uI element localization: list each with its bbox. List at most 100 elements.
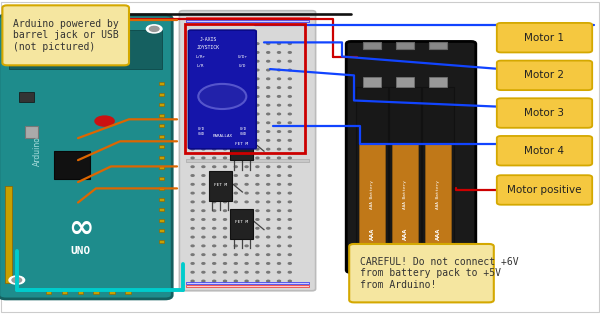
Circle shape xyxy=(277,263,281,264)
Circle shape xyxy=(191,96,194,97)
Circle shape xyxy=(277,245,281,247)
Circle shape xyxy=(245,149,248,150)
Bar xyxy=(159,208,164,211)
Circle shape xyxy=(256,192,259,194)
Circle shape xyxy=(266,60,270,62)
Circle shape xyxy=(266,192,270,194)
Circle shape xyxy=(191,245,194,247)
Bar xyxy=(159,145,164,148)
Circle shape xyxy=(277,201,281,203)
Circle shape xyxy=(9,276,25,284)
Circle shape xyxy=(223,149,227,150)
Circle shape xyxy=(191,192,194,194)
Circle shape xyxy=(191,51,194,53)
Circle shape xyxy=(223,245,227,247)
Circle shape xyxy=(277,96,281,97)
Circle shape xyxy=(223,87,227,89)
Circle shape xyxy=(191,263,194,264)
Circle shape xyxy=(256,113,259,115)
Circle shape xyxy=(277,104,281,106)
Circle shape xyxy=(266,43,270,45)
Text: J-AXIS: J-AXIS xyxy=(200,37,217,42)
Circle shape xyxy=(234,254,238,256)
Circle shape xyxy=(202,271,205,273)
Circle shape xyxy=(212,219,216,220)
Circle shape xyxy=(212,157,216,159)
Circle shape xyxy=(266,51,270,53)
Circle shape xyxy=(256,210,259,212)
Circle shape xyxy=(256,280,259,282)
Circle shape xyxy=(212,87,216,89)
Bar xyxy=(422,87,454,261)
Bar xyxy=(395,77,415,87)
Text: U/D
GND: U/D GND xyxy=(198,127,205,136)
Circle shape xyxy=(191,131,194,132)
Text: L/R: L/R xyxy=(197,64,204,68)
Circle shape xyxy=(289,245,292,247)
Circle shape xyxy=(223,78,227,79)
Bar xyxy=(77,290,83,294)
Bar xyxy=(159,124,164,127)
Circle shape xyxy=(256,131,259,132)
Circle shape xyxy=(234,236,238,238)
Circle shape xyxy=(256,219,259,220)
Circle shape xyxy=(266,157,270,159)
Circle shape xyxy=(223,60,227,62)
Circle shape xyxy=(256,157,259,159)
FancyBboxPatch shape xyxy=(2,5,129,65)
Circle shape xyxy=(266,236,270,238)
Circle shape xyxy=(223,219,227,220)
Bar xyxy=(209,171,232,201)
Circle shape xyxy=(212,122,216,123)
Circle shape xyxy=(289,271,292,273)
Circle shape xyxy=(266,139,270,141)
Circle shape xyxy=(266,96,270,97)
Circle shape xyxy=(191,43,194,45)
Circle shape xyxy=(245,87,248,89)
Circle shape xyxy=(234,157,238,159)
Circle shape xyxy=(202,175,205,176)
Circle shape xyxy=(146,25,162,33)
Circle shape xyxy=(191,157,194,159)
Circle shape xyxy=(245,131,248,132)
Circle shape xyxy=(245,78,248,79)
FancyBboxPatch shape xyxy=(497,98,592,128)
Bar xyxy=(159,166,164,169)
FancyBboxPatch shape xyxy=(497,175,592,205)
Circle shape xyxy=(234,87,238,89)
Circle shape xyxy=(191,122,194,123)
Bar xyxy=(359,144,385,249)
Circle shape xyxy=(289,131,292,132)
Bar xyxy=(362,42,382,49)
Circle shape xyxy=(212,96,216,97)
Text: Motor positive: Motor positive xyxy=(507,185,582,195)
Text: AAA Battery: AAA Battery xyxy=(370,180,374,209)
Text: AAA: AAA xyxy=(403,228,407,241)
FancyBboxPatch shape xyxy=(346,41,476,273)
Circle shape xyxy=(245,175,248,176)
Bar xyxy=(8,24,22,38)
Circle shape xyxy=(256,236,259,238)
Text: CAREFUL! Do not connect +6V
from battery pack to +5V
from Arduino!: CAREFUL! Do not connect +6V from battery… xyxy=(360,257,518,290)
Text: U/D
GND: U/D GND xyxy=(239,127,247,136)
Bar xyxy=(25,126,38,138)
FancyBboxPatch shape xyxy=(188,30,256,149)
Circle shape xyxy=(191,87,194,89)
Circle shape xyxy=(245,201,248,203)
Circle shape xyxy=(191,280,194,282)
Text: U/D: U/D xyxy=(239,64,246,68)
Circle shape xyxy=(223,254,227,256)
Bar xyxy=(389,87,421,261)
Circle shape xyxy=(245,139,248,141)
Circle shape xyxy=(202,219,205,220)
Circle shape xyxy=(212,78,216,79)
Circle shape xyxy=(212,69,216,71)
Circle shape xyxy=(202,166,205,168)
Circle shape xyxy=(266,271,270,273)
Bar xyxy=(425,144,451,249)
Bar xyxy=(428,77,448,87)
Circle shape xyxy=(191,183,194,185)
Circle shape xyxy=(289,263,292,264)
Bar xyxy=(356,87,388,261)
Circle shape xyxy=(234,51,238,53)
